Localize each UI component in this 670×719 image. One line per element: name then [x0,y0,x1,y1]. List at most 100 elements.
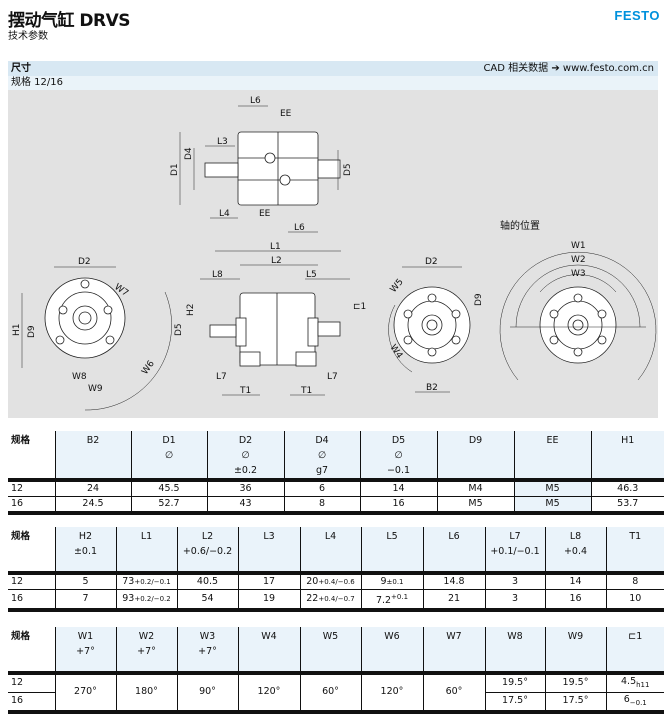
section-title: 尺寸 [11,63,31,74]
column-header: W8 [485,627,546,673]
festo-logo: FESTO [614,8,660,23]
cell-value: 7.2 [375,595,392,607]
table-cell: 8 [284,496,361,515]
label-L1: L1 [270,242,281,252]
column-header: L2 +0.6/−0.2 [177,527,239,573]
table-cell: 19.5° [485,670,546,693]
column-header: D5 ∅ −0.1 [360,431,438,480]
header-text: T1 [629,531,642,542]
label-D9: D9 [27,325,37,338]
header-text: W5 [322,631,339,642]
table-cell: 19 [238,589,301,613]
label-H1: H1 [12,324,22,337]
column-header: H1 [591,431,664,480]
header-text: L6 [448,531,460,542]
label-D9: D9 [474,293,484,306]
column-header: L5 [361,527,424,573]
column-header: D9 [437,431,515,480]
cell-tolerance: +0.2/−0.2 [134,595,171,604]
table-cell: 6 [284,478,361,497]
cell-tolerance: h11 [636,680,650,689]
header-text: W4 [261,631,277,642]
cell-value: 10 [629,593,642,605]
table-cell: M5 [437,496,515,515]
label-L7: L7 [216,372,227,382]
header-text: L2 [201,531,214,542]
header-text: +0.1/−0.1 [490,546,540,557]
label-D4: D4 [184,147,194,160]
cell-value: 6 [623,693,630,705]
label-D5: D5 [343,163,353,176]
header-text: B2 [86,435,100,446]
cell-value: 4.5 [621,676,637,687]
size-label: 规格 12/16 [8,76,658,90]
cell-value: 14 [569,576,582,587]
label-C1: ⊏1 [353,302,366,312]
header-text: L3 [263,531,275,542]
table-row: 12 270° 180° 90° 120° 60° 120° 60° 19.5° 19.5° 4.5… [8,670,664,714]
label-L8: L8 [212,270,223,280]
table-row: 12 5 73+0.2/−0.1 40.5 17 20+0.4/−0.6 9±0.1 14.8… [8,571,664,590]
table-header-row: 规格 B2 D1 ∅ D2 ∅ ±0.2 D4 ∅ g7 D5 ∅ −0.1 D9 EE H1 [8,431,664,480]
cell-value: 20 [306,576,319,587]
header-text: g7 [315,465,329,476]
table-cell: 5 [55,571,117,590]
table-cell: M5 [514,496,592,515]
table-cell: 12 [8,478,56,497]
table-cell: 7 [55,589,117,613]
header-text: ∅ [317,450,327,461]
header-text: D4 [315,435,329,446]
top-view [179,105,341,233]
label-W3: W3 [571,269,586,279]
cell-value: 3 [511,593,519,605]
label-L2: L2 [271,256,282,266]
label-T1: T1 [300,386,312,396]
label-H2: H2 [186,304,196,317]
table-header-row: 规格 H2 ±0.1 L1 L2 +0.6/−0.2 L3 L4 L5 L6 L7 +0.1/−0.1… [8,527,664,573]
header-text: ∅ [394,450,403,461]
dimensions-table-2: 规格 H2 ±0.1 L1 L2 +0.6/−0.2 L3 L4 L5 L6 L7 +0.1/−0.1… [8,527,664,613]
header-text: L5 [386,531,398,542]
table-cell: 60° [423,671,486,714]
column-header: W7 [423,627,486,673]
label-D2: D2 [78,257,91,267]
column-header: L3 [238,527,301,573]
table-row: 12 24 45.5 36 6 14 M4 M5 46.3 [8,478,664,497]
cell-value: 93 [122,593,135,605]
cell-tolerance: +0.2/−0.1 [134,578,171,586]
table-cell: 16 [360,496,438,515]
column-header: 规格 [8,527,56,573]
label-D5: D5 [174,323,184,336]
table-cell: 90° [177,671,239,714]
column-header: W1 +7° [55,627,117,673]
header-text: W7 [446,631,462,642]
header-text: W6 [384,631,400,642]
page-title: 摆动气缸 DRVS [8,11,131,31]
table-cell: 46.3 [591,478,664,497]
table-cell: 3 [485,589,546,613]
cell-value: 14.8 [443,576,465,587]
header-text: D5 [391,435,406,446]
table-cell: 12 [8,571,56,590]
dimensions-table-1: 规格 B2 D1 ∅ D2 ∅ ±0.2 D4 ∅ g7 D5 ∅ −0.1 D9 EE H1 12 24 45.5… [8,431,664,515]
table-cell: 43 [207,496,285,515]
header-text: +7° [198,646,217,657]
table-cell: 16 [8,496,56,515]
table-row: 16 24.5 52.7 43 8 16 M5 M5 53.7 [8,496,664,515]
cell-value: 7 [82,593,89,605]
table-cell: 52.7 [131,496,208,515]
header-text: +7° [76,646,95,657]
header-text: D1 [162,435,176,446]
header-text: L8 [569,531,582,542]
table-cell: 60° [300,671,362,714]
page-subtitle: 技术参数 [8,31,48,42]
header-text: +0.6/−0.2 [182,546,233,557]
header-text: W2 [138,631,155,642]
label-W6: W6 [140,359,157,377]
header-text: D9 [468,435,483,446]
table-cell: M4 [437,478,515,497]
cell-value: 17 [262,576,276,587]
cad-link[interactable]: CAD 相关数据 ➔ www.festo.com.cn [483,63,654,74]
label-D1: D1 [170,163,180,176]
header-text: 规格 [11,631,31,642]
